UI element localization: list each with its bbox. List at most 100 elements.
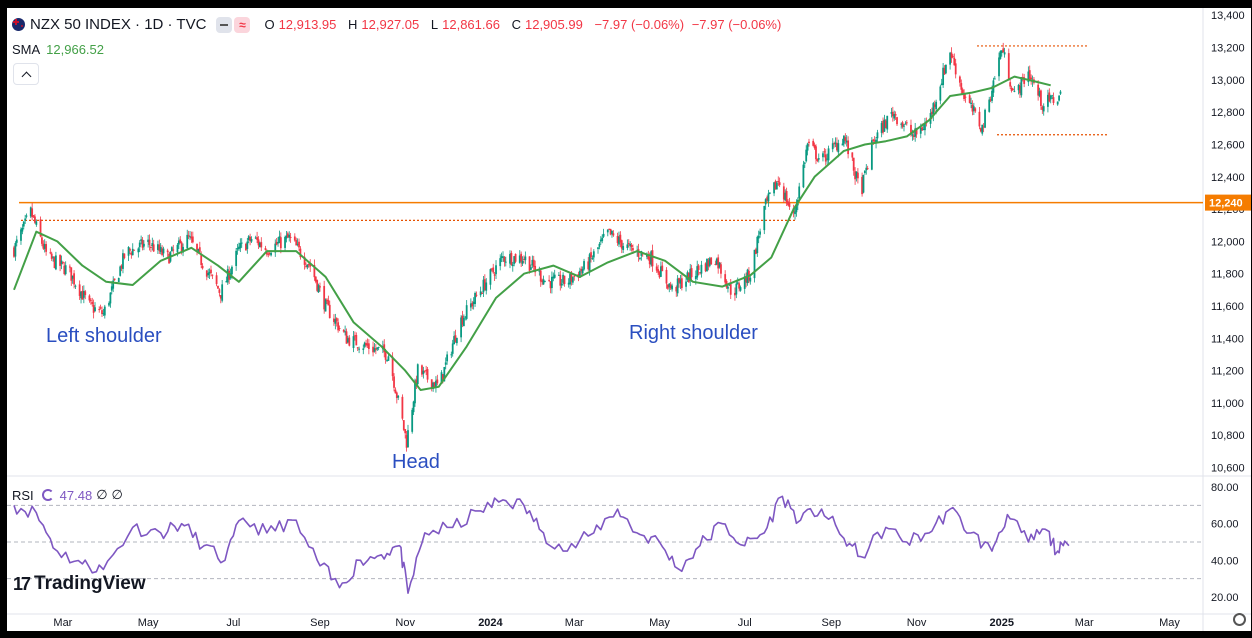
candle-body [919,127,922,134]
y-tick-label: 11,200 [1211,366,1244,378]
candle-body [295,240,298,246]
candle-body [187,235,190,237]
candle-body [622,246,625,251]
y-tick-label: 11,400 [1211,333,1244,345]
candle-body [707,260,710,267]
y-tick-label: 10,600 [1211,463,1245,475]
candle-body [225,281,228,283]
candle-body [1023,77,1026,84]
y-tick-label: 12,600 [1211,139,1245,151]
candle-body [502,256,504,258]
candle-body [777,180,780,182]
candle-body [138,242,141,248]
candle-body [958,76,961,83]
candle-body [813,144,816,148]
candle-body [805,149,808,162]
candle-body [275,241,278,245]
x-tick-label: Nov [907,617,927,629]
candle-body [534,265,537,273]
candle-body [94,307,96,312]
candle-body [551,276,553,289]
sma-legend[interactable]: SMA 12,966.52 [12,42,105,57]
candle-body [240,242,243,244]
compare-button[interactable] [216,16,233,33]
candle-body [798,186,801,199]
candle-body [130,252,133,256]
x-tick-label: 2024 [478,617,503,629]
candle-body [815,146,817,160]
candle-body [1049,95,1052,100]
chart-svg[interactable]: 13,400 13,200 13,000 12,800 12,600 12,400 12,2… [7,8,1251,631]
candle-body [563,275,566,284]
candle-body [207,272,210,276]
candle-body [880,123,883,133]
candle-body [875,139,877,144]
x-tick-label: Jul [226,617,240,629]
candle-body [270,252,272,256]
rsi-y-tick-label: 20.00 [1211,592,1239,604]
candle-body [935,101,938,110]
candle-body [464,316,467,318]
candle-body [422,370,425,374]
candle-body [963,94,965,100]
candle-body [720,264,722,274]
candle-body [863,170,866,174]
candle-body [618,236,620,245]
candle-body [648,257,651,265]
candle-body [602,233,605,237]
candle-body [1012,89,1014,91]
candle-body [407,430,409,448]
candle-body [247,236,250,241]
collapse-button[interactable] [13,63,39,85]
candle-body [328,304,331,319]
candle-body [152,244,155,252]
candle-body [601,237,604,242]
candle-body [277,242,279,244]
candle-body [787,201,789,206]
settings-button[interactable] [1231,611,1247,627]
candle-body [425,370,428,372]
y-tick-label: 13,200 [1211,43,1245,55]
candle-body [208,271,211,274]
candle-body [1028,70,1031,80]
approx-button[interactable]: ≈ [234,16,251,33]
candle-body [675,287,678,292]
candle-body [822,153,824,158]
candle-body [454,335,457,342]
candle-body [307,263,310,265]
candle-body [110,286,113,291]
candle-body [430,379,433,389]
candle-body [514,253,517,262]
candle-body [754,249,757,255]
candle-body [268,253,271,255]
candle-body [647,254,650,260]
candle-body [854,171,856,180]
level-price-tag [1205,194,1251,211]
candle-body [844,137,847,141]
level-price-label: 12,240 [1209,198,1243,210]
candle-body [606,229,609,233]
candle-body [802,164,805,188]
candle-body [245,243,247,251]
candle-body [91,301,94,305]
candle-body [81,290,84,300]
candle-body [20,229,22,241]
candle-body [1017,85,1020,91]
rsi-legend[interactable]: RSI 47.48 ∅ ∅ [12,487,123,503]
candle-body [148,239,151,245]
symbol-title[interactable]: NZX 50 INDEX · 1D · TVC [30,16,207,33]
candle-body [668,283,671,288]
candle-body [708,258,711,266]
candle-body [348,337,351,346]
candle-body [327,300,330,306]
candle-body [984,109,986,128]
tradingview-logo[interactable]: 17 TradingView [13,573,146,594]
candle-body [509,254,511,264]
candle-body [886,115,889,130]
candle-body [14,243,17,257]
candle-body [221,284,224,301]
candle-body [915,127,918,135]
candle-body [471,302,474,307]
candle-body [896,117,898,125]
candle-body [729,284,732,295]
